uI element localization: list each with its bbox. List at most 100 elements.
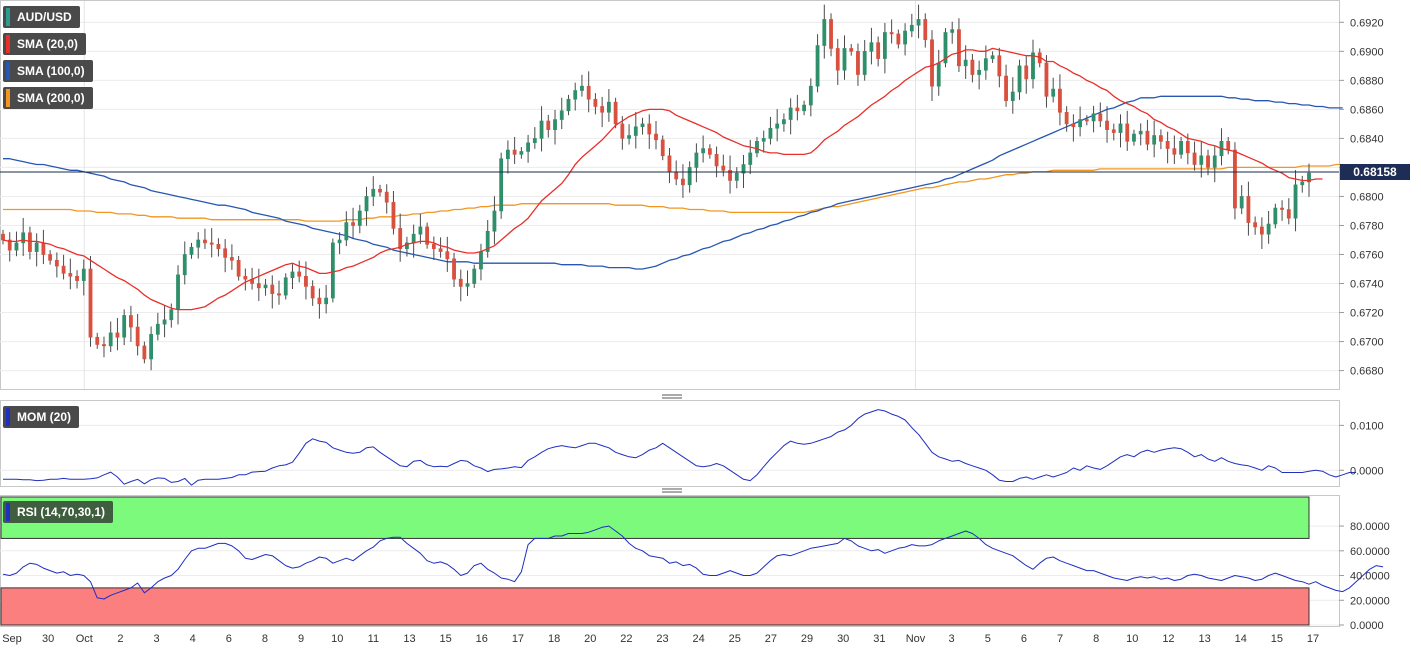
candle-body [189,246,194,255]
candle-body [465,283,470,287]
candle-body [223,248,228,258]
x-tick-label: 5 [985,633,991,645]
candle-body [41,242,46,255]
candle-body [835,48,840,71]
candle-body [398,228,403,249]
candle-body [425,226,430,245]
x-tick-label: 2 [117,633,123,645]
candle-body [674,171,679,180]
candle-body [108,332,113,347]
main-gridlines [0,21,1339,372]
candle-body [95,336,100,345]
momentum-path [3,409,1357,486]
sma-200-line [3,163,1343,222]
candle-body [176,274,180,310]
candle-body [633,126,638,136]
rsi-y-tick-label: 20.0000 [1350,595,1390,607]
main-y-tick-label: 0.6760 [1350,249,1384,261]
candle-body [842,48,847,71]
x-tick-label: 23 [656,633,668,645]
sma-20-label[interactable]: SMA (20,0) [3,33,86,55]
candle-body [344,222,349,241]
main-y-tick-label: 0.6920 [1350,17,1384,29]
x-tick-label: 25 [729,633,741,645]
x-tick-label: 7 [1057,633,1063,645]
candle-body [580,85,584,91]
x-tick-label: 8 [1093,633,1099,645]
candle-body [519,151,524,155]
candle-body [627,135,631,139]
sma-100-label[interactable]: SMA (100,0) [3,60,93,82]
main-y-tick-label: 0.6900 [1350,46,1384,58]
candle-body [936,62,941,87]
pane-splitter-1[interactable] [662,394,682,399]
x-tick-label: 14 [1235,633,1247,645]
candle-body [1058,88,1062,113]
candle-body [142,345,147,360]
sma-20-label-text: SMA (20,0) [17,37,78,51]
momentum-panel: 0.0100 0.0000 [0,400,1384,487]
candle-body [1105,120,1109,130]
momentum-y-axis: 0.0100 0.0000 [1339,420,1384,477]
candle-body [997,55,1002,77]
candle-body [909,24,914,32]
rsi-swatch [6,503,10,521]
candle-body [1031,52,1035,80]
sma-100-label-text: SMA (100,0) [17,64,85,78]
rsi-y-tick-label: 80.0000 [1350,521,1390,533]
candle-body [512,149,517,155]
main-y-tick-label: 0.6680 [1350,366,1384,378]
candle-body [559,110,564,120]
candle-body [822,19,827,46]
candle-body [1307,172,1311,183]
candle-body [492,210,497,232]
candle-body [1293,184,1298,219]
candle-body [411,233,416,244]
x-tick-label: 15 [440,633,452,645]
rsi-oversold-zone [0,587,1310,626]
candle-body [802,104,807,112]
candle-body [903,30,907,45]
sma-200-swatch [6,89,10,107]
candle-body [283,277,288,296]
sma-100-line [3,95,1343,270]
candle-body [815,45,820,87]
candle-body [270,284,275,294]
pane-splitter-2[interactable] [662,488,682,493]
candle-body [384,191,389,203]
candle-body [135,326,140,347]
x-tick-label: 22 [620,633,632,645]
candle-body [1199,155,1204,165]
candle-body [75,275,79,281]
candle-body [566,98,571,112]
candle-body [1259,226,1264,235]
momentum-label[interactable]: MOM (20) [3,406,79,428]
candle-body [849,48,854,52]
candle-body [1024,65,1029,80]
candle-body [485,230,490,252]
candle-body [573,90,578,100]
x-tick-label: 3 [949,633,955,645]
candle-body [896,33,901,45]
rsi-label[interactable]: RSI (14,70,30,1) [3,501,114,523]
momentum-panel-border [0,400,1340,487]
candle-body [317,297,322,305]
candle-body [701,148,706,154]
sma-200-label-text: SMA (200,0) [17,91,85,105]
candle-body [707,148,712,155]
symbol-color-swatch [6,8,10,26]
candle-body [304,275,308,287]
candle-body [1158,135,1163,142]
rsi-panel: 80.0000 60.0000 40.0000 20.0000 0.0000 [0,495,1390,632]
sma-200-label[interactable]: SMA (200,0) [3,87,93,109]
x-tick-label: 30 [837,633,849,645]
candle-body [330,242,335,299]
rsi-y-tick-label: 0.0000 [1350,620,1384,632]
candlestick-series [1,4,1311,371]
symbol-label[interactable]: AUD/USD [3,6,80,28]
candle-body [102,344,106,347]
candle-body [930,39,934,87]
candle-body [115,332,120,338]
candle-body [1138,130,1143,135]
